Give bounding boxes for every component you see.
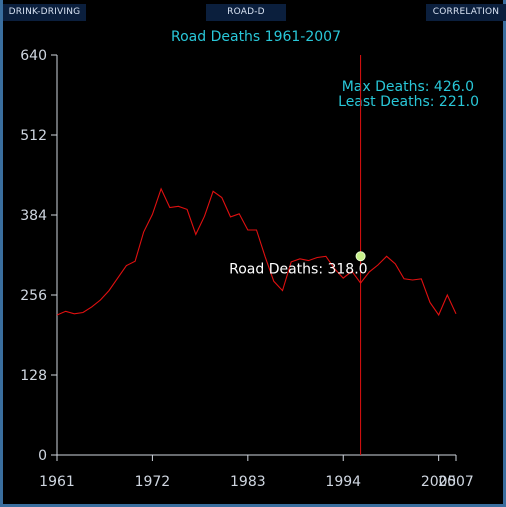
y-tick-label: 384 bbox=[20, 208, 47, 224]
least-deaths-label: Least Deaths: 221.0 bbox=[338, 94, 479, 110]
x-tick-label: 1994 bbox=[325, 474, 361, 490]
max-deaths-label: Max Deaths: 426.0 bbox=[342, 79, 474, 95]
x-tick-label: 2007 bbox=[438, 474, 474, 490]
y-tick-label: 640 bbox=[20, 48, 47, 64]
y-tick-label: 512 bbox=[20, 128, 47, 144]
x-tick-label: 1961 bbox=[39, 474, 75, 490]
y-tick-label: 128 bbox=[20, 368, 47, 384]
series-line bbox=[57, 189, 456, 315]
plot-area: Road Deaths: 318.0 bbox=[56, 55, 458, 455]
y-tick-label: 256 bbox=[20, 288, 47, 304]
hover-label: Road Deaths: 318.0 bbox=[229, 261, 367, 277]
chart-title: Road Deaths 1961-2007 bbox=[171, 29, 341, 45]
x-tick-label: 1983 bbox=[230, 474, 266, 490]
hover-marker bbox=[356, 252, 365, 261]
x-tick-label: 1972 bbox=[135, 474, 171, 490]
y-tick-label: 0 bbox=[38, 448, 47, 464]
